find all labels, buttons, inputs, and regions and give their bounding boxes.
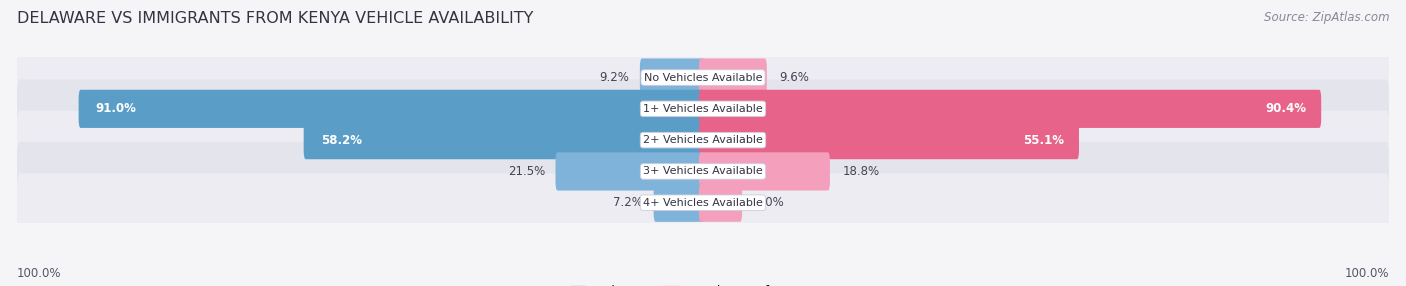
Text: 21.5%: 21.5%: [508, 165, 546, 178]
FancyBboxPatch shape: [699, 58, 766, 97]
Text: 7.2%: 7.2%: [613, 196, 644, 209]
FancyBboxPatch shape: [699, 90, 1322, 128]
Text: 100.0%: 100.0%: [17, 267, 62, 280]
FancyBboxPatch shape: [79, 90, 704, 128]
Text: 9.2%: 9.2%: [600, 71, 630, 84]
FancyBboxPatch shape: [17, 80, 1389, 138]
FancyBboxPatch shape: [640, 58, 704, 97]
FancyBboxPatch shape: [17, 173, 1389, 232]
Text: 2+ Vehicles Available: 2+ Vehicles Available: [643, 135, 763, 145]
FancyBboxPatch shape: [304, 121, 704, 159]
Text: 91.0%: 91.0%: [96, 102, 136, 115]
Text: DELAWARE VS IMMIGRANTS FROM KENYA VEHICLE AVAILABILITY: DELAWARE VS IMMIGRANTS FROM KENYA VEHICL…: [17, 11, 533, 26]
Text: 100.0%: 100.0%: [1344, 267, 1389, 280]
Text: 9.6%: 9.6%: [779, 71, 808, 84]
FancyBboxPatch shape: [17, 142, 1389, 201]
Text: 4+ Vehicles Available: 4+ Vehicles Available: [643, 198, 763, 208]
Text: 6.0%: 6.0%: [755, 196, 785, 209]
Text: Source: ZipAtlas.com: Source: ZipAtlas.com: [1264, 11, 1389, 24]
FancyBboxPatch shape: [699, 184, 742, 222]
FancyBboxPatch shape: [555, 152, 704, 190]
Text: 18.8%: 18.8%: [842, 165, 879, 178]
FancyBboxPatch shape: [699, 152, 830, 190]
FancyBboxPatch shape: [17, 111, 1389, 170]
Text: 90.4%: 90.4%: [1265, 102, 1306, 115]
FancyBboxPatch shape: [17, 48, 1389, 107]
Text: 55.1%: 55.1%: [1024, 134, 1064, 147]
Legend: Delaware, Immigrants from Kenya: Delaware, Immigrants from Kenya: [565, 280, 841, 286]
Text: No Vehicles Available: No Vehicles Available: [644, 73, 762, 83]
Text: 1+ Vehicles Available: 1+ Vehicles Available: [643, 104, 763, 114]
Text: 3+ Vehicles Available: 3+ Vehicles Available: [643, 166, 763, 176]
FancyBboxPatch shape: [654, 184, 704, 222]
FancyBboxPatch shape: [699, 121, 1078, 159]
Text: 58.2%: 58.2%: [321, 134, 361, 147]
